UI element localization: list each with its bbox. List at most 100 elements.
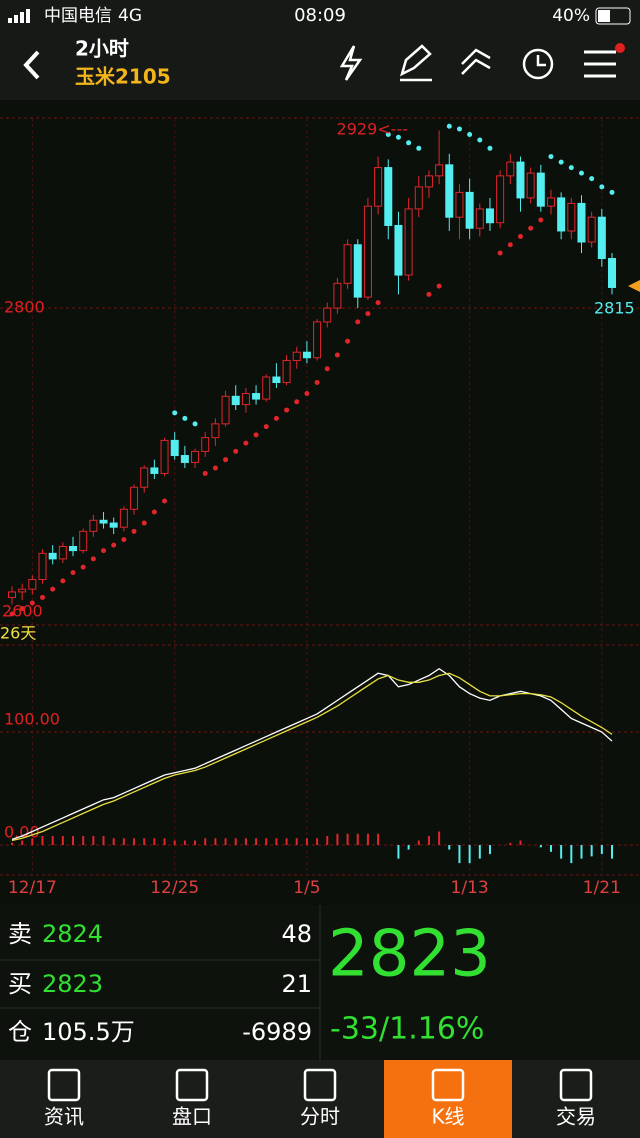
tab-icon[interactable] bbox=[303, 1068, 337, 1102]
candle-body bbox=[109, 522, 118, 528]
clock-icon[interactable] bbox=[522, 48, 554, 80]
candle-body bbox=[567, 202, 576, 232]
carrier: 中国电信 bbox=[44, 6, 112, 26]
sar-dot bbox=[80, 564, 86, 570]
sar-dot bbox=[365, 311, 371, 317]
y-tick-label: 2800 bbox=[4, 298, 45, 317]
tab-label[interactable]: 分时 bbox=[300, 1105, 340, 1129]
tab-label[interactable]: 交易 bbox=[556, 1105, 596, 1129]
tab-label[interactable]: 资讯 bbox=[44, 1105, 84, 1129]
buy-label: 买 bbox=[8, 970, 32, 998]
macd-bar bbox=[11, 842, 13, 846]
macd-bar bbox=[183, 840, 186, 846]
candle-body bbox=[506, 161, 515, 177]
sar-dot bbox=[50, 586, 56, 592]
candle-body bbox=[160, 439, 169, 474]
sell-volume: 48 bbox=[281, 920, 312, 948]
tab-icon[interactable] bbox=[47, 1068, 81, 1102]
menu-icon[interactable] bbox=[584, 50, 616, 78]
sar-dot bbox=[121, 537, 127, 543]
candle-body bbox=[99, 519, 108, 524]
sar-dot bbox=[182, 415, 188, 421]
sar-dot bbox=[487, 145, 493, 151]
tab-icon[interactable] bbox=[431, 1068, 465, 1102]
sar-dot bbox=[314, 380, 320, 386]
sar-dot bbox=[517, 233, 523, 239]
candle-body bbox=[435, 164, 444, 177]
candle-body bbox=[180, 455, 189, 463]
macd-bar bbox=[519, 840, 522, 846]
battery bbox=[595, 7, 631, 25]
macd-bar bbox=[41, 836, 44, 846]
last-label: 2815 bbox=[594, 299, 635, 318]
macd-bar bbox=[82, 836, 85, 846]
candle-body bbox=[252, 393, 261, 400]
x-tick-label: 1/13 bbox=[451, 878, 489, 898]
candle-body bbox=[323, 307, 332, 323]
y-tick-label: 0.00 bbox=[4, 823, 40, 842]
flash-icon[interactable] bbox=[339, 45, 363, 81]
macd-bar bbox=[590, 845, 593, 857]
macd-bar bbox=[234, 838, 237, 846]
sar-dot bbox=[416, 145, 422, 151]
tab-icon[interactable] bbox=[559, 1068, 593, 1102]
sar-dot bbox=[192, 421, 198, 427]
sar-dot bbox=[548, 154, 554, 160]
sar-dot bbox=[111, 542, 117, 548]
macd-bar bbox=[112, 838, 115, 846]
position-change: -6989 bbox=[242, 1018, 312, 1046]
sar-dot bbox=[294, 399, 300, 405]
buy-price: 2823 bbox=[42, 970, 103, 998]
sar-dot bbox=[70, 570, 76, 576]
candle-body bbox=[475, 208, 484, 229]
macd-bar bbox=[427, 836, 430, 846]
sar-dot bbox=[385, 132, 391, 138]
sar-dot bbox=[243, 440, 249, 446]
candle-body bbox=[302, 351, 311, 359]
sar-dot bbox=[284, 407, 290, 413]
network: 4G bbox=[118, 6, 142, 26]
candle-body bbox=[333, 282, 342, 309]
symbol[interactable]: 玉米2105 bbox=[75, 65, 171, 89]
indicator-icon[interactable] bbox=[461, 48, 491, 75]
sar-dot bbox=[578, 170, 584, 176]
candle-body bbox=[516, 161, 525, 199]
candle-body bbox=[241, 393, 250, 406]
back-button[interactable] bbox=[23, 50, 40, 80]
macd-bar bbox=[600, 845, 603, 855]
candle-body bbox=[455, 191, 464, 218]
sar-dot bbox=[467, 132, 473, 138]
sar-dot bbox=[131, 528, 137, 534]
last-price: 2823 bbox=[328, 918, 491, 992]
candle-body bbox=[130, 486, 139, 510]
battery-level bbox=[598, 10, 610, 22]
macd-bar bbox=[295, 838, 298, 846]
candle-body bbox=[262, 376, 271, 400]
high-label: 2929<--- bbox=[337, 120, 408, 139]
sar-dot bbox=[9, 611, 15, 617]
macd-bar bbox=[560, 845, 563, 859]
candle-body bbox=[343, 244, 352, 284]
candle-body bbox=[48, 552, 57, 560]
tab-label[interactable]: 盘口 bbox=[172, 1105, 212, 1129]
candle-body bbox=[384, 167, 393, 226]
tab-icon[interactable] bbox=[175, 1068, 209, 1102]
days-label: 26天 bbox=[0, 624, 36, 643]
sar-dot bbox=[324, 366, 330, 372]
macd-bar bbox=[549, 845, 552, 852]
candle-body bbox=[272, 376, 281, 384]
macd-bar bbox=[407, 845, 410, 850]
macd-bar bbox=[61, 836, 64, 846]
tab-label[interactable]: K线 bbox=[431, 1105, 464, 1129]
candle-body bbox=[424, 175, 433, 188]
macd-bar bbox=[214, 838, 217, 846]
candle-body bbox=[394, 224, 403, 276]
macd-bar bbox=[611, 845, 613, 859]
sell-price: 2824 bbox=[42, 920, 103, 948]
draw-icon[interactable] bbox=[400, 44, 432, 82]
sar-dot bbox=[375, 300, 381, 306]
macd-bar bbox=[163, 838, 166, 846]
macd-bar bbox=[326, 836, 329, 846]
macd-bar bbox=[336, 833, 339, 846]
candle-body bbox=[546, 197, 555, 207]
